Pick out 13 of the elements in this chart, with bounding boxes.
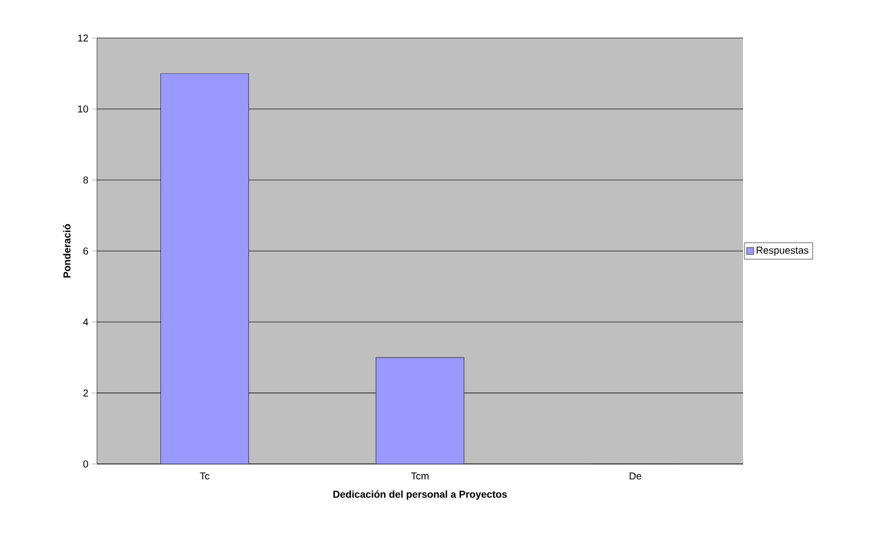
y-tick-label: 0 — [83, 460, 88, 468]
legend-label: Respuestas — [756, 246, 808, 256]
y-tick-label: 6 — [83, 247, 88, 255]
y-tick-label: 4 — [83, 318, 88, 326]
x-tick-label: Tc — [200, 472, 210, 480]
y-tick-label: 2 — [83, 390, 88, 396]
y-tick-label: 12 — [78, 34, 88, 42]
x-tick-label: Tcm — [411, 472, 429, 480]
y-tick-label: 8 — [83, 176, 88, 184]
y-axis-title: Ponderació — [63, 224, 70, 278]
x-tick-label: De — [630, 472, 642, 480]
x-axis-title: Dedicación del personal a Proyectos — [333, 490, 507, 500]
y-tick-label: 10 — [78, 105, 88, 113]
